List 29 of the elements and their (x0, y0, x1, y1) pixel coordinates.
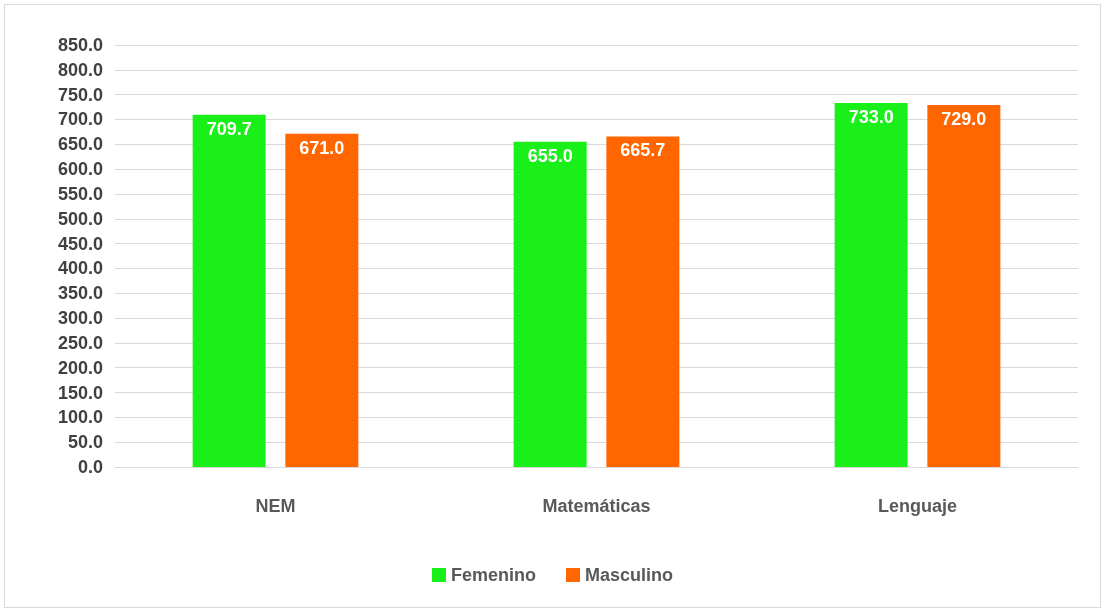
x-tick-label: Lenguaje (877, 496, 958, 516)
y-tick-label: 600.0 (57, 159, 103, 180)
y-tick-label: 150.0 (57, 382, 103, 403)
y-tick-label: 350.0 (57, 283, 103, 304)
x-tick-label: NEM (255, 496, 296, 516)
y-tick-label: 500.0 (57, 208, 103, 229)
y-tick-label: 200.0 (57, 357, 103, 378)
data-label: 729.0 (941, 109, 987, 130)
y-tick-label: 250.0 (57, 332, 103, 353)
y-tick-label: 0.0 (77, 457, 103, 477)
y-tick-label: 850.0 (57, 35, 103, 55)
y-tick-label: 450.0 (57, 233, 103, 254)
data-label: 655.0 (527, 145, 573, 166)
y-tick-label: 50.0 (67, 432, 103, 453)
x-tick-label: Matemáticas (542, 496, 651, 516)
y-tick-label: 550.0 (57, 183, 103, 204)
legend-label: Masculino (585, 565, 674, 585)
y-tick-label: 100.0 (57, 407, 103, 428)
y-tick-label: 400.0 (57, 258, 103, 279)
data-label: 665.7 (620, 140, 666, 161)
y-tick-label: 650.0 (57, 134, 103, 155)
legend-label: Femenino (450, 565, 536, 585)
y-tick-label: 700.0 (57, 109, 103, 130)
data-label: 733.0 (848, 107, 894, 128)
y-tick-label: 300.0 (57, 308, 103, 329)
y-tick-label: 750.0 (57, 84, 103, 105)
data-label: 709.7 (206, 118, 252, 139)
data-label: 671.0 (299, 137, 345, 158)
y-tick-label: 800.0 (57, 59, 103, 80)
